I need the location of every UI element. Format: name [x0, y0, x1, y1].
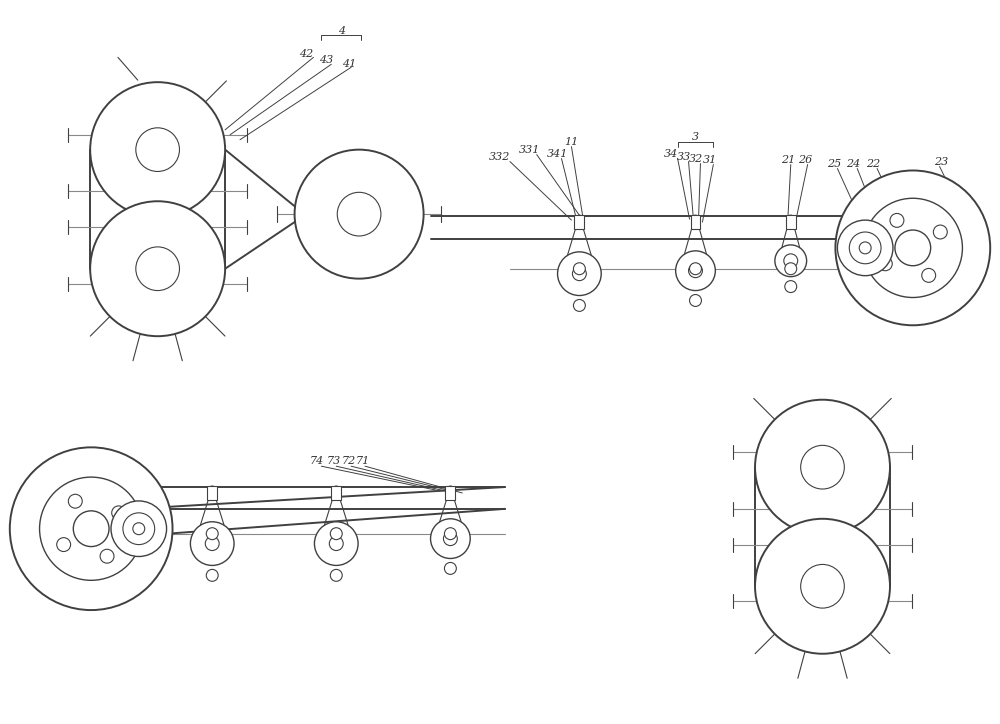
Circle shape [572, 266, 586, 281]
Circle shape [111, 501, 167, 557]
Circle shape [90, 82, 225, 217]
Circle shape [785, 281, 797, 292]
Circle shape [205, 536, 219, 550]
Circle shape [295, 150, 424, 279]
Circle shape [431, 519, 470, 558]
Bar [786, 215, 796, 229]
Circle shape [443, 531, 457, 546]
Bar [574, 215, 584, 229]
Text: 23: 23 [934, 156, 949, 167]
Circle shape [690, 295, 701, 306]
Circle shape [68, 494, 82, 508]
Circle shape [787, 215, 795, 223]
Circle shape [208, 486, 216, 494]
Circle shape [57, 538, 71, 552]
Text: 21: 21 [781, 154, 795, 164]
Circle shape [895, 230, 931, 266]
Circle shape [330, 569, 342, 581]
Circle shape [112, 506, 126, 520]
Circle shape [755, 400, 890, 534]
Circle shape [575, 215, 583, 223]
Circle shape [73, 511, 109, 547]
Text: 73: 73 [326, 456, 340, 466]
Circle shape [123, 513, 155, 544]
Circle shape [332, 486, 340, 494]
Text: 11: 11 [564, 137, 579, 147]
Circle shape [849, 232, 881, 264]
Text: 34: 34 [664, 148, 678, 159]
Circle shape [133, 523, 145, 534]
Circle shape [136, 247, 179, 290]
Circle shape [314, 522, 358, 565]
Text: 31: 31 [703, 154, 717, 164]
Circle shape [558, 252, 601, 295]
Circle shape [801, 565, 844, 608]
Text: 33: 33 [676, 151, 691, 161]
Text: 332: 332 [489, 151, 511, 161]
Circle shape [206, 569, 218, 581]
Circle shape [801, 445, 844, 489]
Circle shape [835, 170, 990, 325]
Text: 331: 331 [519, 145, 540, 155]
Circle shape [10, 447, 173, 610]
Bar [691, 215, 700, 229]
Text: 42: 42 [299, 49, 314, 59]
Circle shape [444, 528, 456, 539]
Circle shape [775, 245, 807, 277]
Circle shape [206, 528, 218, 539]
Circle shape [755, 519, 890, 654]
Bar [207, 486, 217, 500]
Bar [445, 486, 455, 500]
Text: 74: 74 [309, 456, 324, 466]
Circle shape [863, 198, 962, 298]
Circle shape [190, 522, 234, 565]
Circle shape [444, 563, 456, 574]
Text: 25: 25 [827, 159, 842, 169]
Text: 3: 3 [692, 132, 699, 142]
Circle shape [337, 193, 381, 236]
Circle shape [676, 251, 715, 290]
Text: 41: 41 [342, 59, 356, 70]
Text: 22: 22 [866, 159, 880, 169]
Circle shape [922, 269, 936, 282]
Circle shape [100, 550, 114, 563]
Circle shape [40, 477, 143, 581]
Circle shape [573, 263, 585, 274]
Bar [331, 486, 341, 500]
Text: 341: 341 [547, 148, 568, 159]
Text: 32: 32 [689, 153, 704, 164]
Circle shape [330, 528, 342, 539]
Circle shape [573, 300, 585, 311]
Circle shape [933, 225, 947, 239]
Circle shape [859, 242, 871, 254]
Circle shape [90, 201, 225, 336]
Circle shape [329, 536, 343, 550]
Circle shape [837, 220, 893, 276]
Circle shape [784, 254, 798, 268]
Circle shape [446, 486, 454, 494]
Text: 43: 43 [319, 55, 333, 65]
Circle shape [692, 215, 699, 223]
Circle shape [689, 264, 702, 277]
Circle shape [690, 263, 701, 274]
Text: 24: 24 [846, 159, 860, 169]
Circle shape [785, 263, 797, 274]
Circle shape [136, 128, 179, 172]
Text: 72: 72 [342, 456, 356, 466]
Text: 71: 71 [356, 456, 370, 466]
Circle shape [890, 214, 904, 227]
Circle shape [878, 257, 892, 271]
Text: 26: 26 [799, 154, 813, 164]
Text: 4: 4 [338, 25, 345, 35]
